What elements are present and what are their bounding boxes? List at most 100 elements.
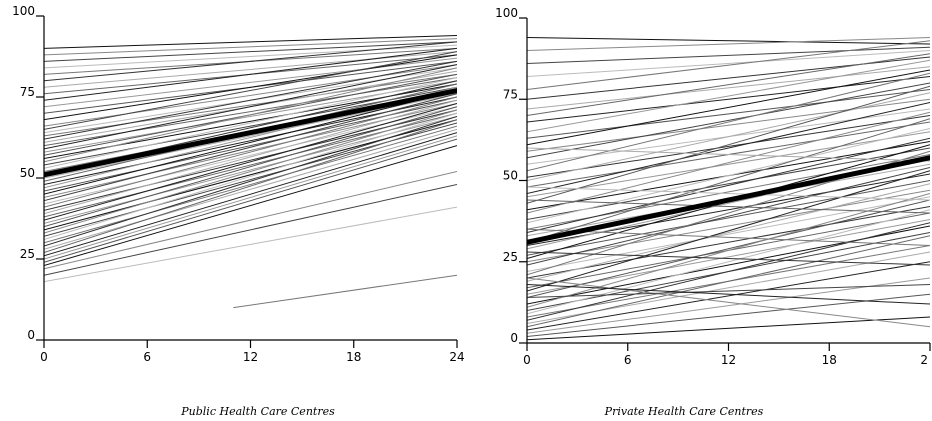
private-trajectory-line [527, 316, 930, 341]
private-trajectory-line [527, 186, 930, 201]
private-trajectory-line [527, 82, 930, 159]
private-trajectory-line [527, 235, 930, 328]
public-trajectory-line [44, 73, 457, 137]
private-chart-caption: Private Health Care Centres [604, 405, 764, 418]
private-trajectory-line [527, 59, 930, 133]
private-trajectory-line [527, 196, 930, 272]
public-trajectory-line [44, 41, 457, 62]
private-trajectory-line [527, 50, 930, 77]
private-trajectory-line [527, 222, 930, 321]
public-trajectory-line [44, 57, 457, 108]
private-trajectory-line [527, 183, 930, 282]
public-trajectory-line [44, 54, 457, 121]
public-trajectory-line [44, 171, 457, 270]
public-trajectory-line [44, 138, 457, 263]
public-x-tick-label: 6 [143, 350, 151, 364]
public-x-tick-label: 12 [243, 350, 258, 364]
public-trajectory-line [44, 38, 457, 56]
private-y-tick-label: 100 [495, 6, 518, 20]
public-trajectory-line [44, 132, 457, 257]
private-trajectory-line [527, 277, 930, 334]
public-trajectory-line [44, 47, 457, 101]
public-trajectory-line [44, 206, 457, 283]
public-trajectory-line [44, 60, 457, 140]
private-trajectory-line [527, 189, 930, 263]
public-trajectory-line [44, 41, 457, 82]
public-trajectory-line [44, 99, 457, 215]
public-trajectory-line [44, 44, 457, 69]
private-trajectory-line [527, 199, 930, 298]
private-trajectory-line [527, 89, 930, 139]
public-mean-trajectory-line [44, 88, 457, 178]
private-trajectory-line [527, 115, 930, 178]
public-y-tick-label: 100 [12, 4, 35, 18]
public-trajectory-line [44, 96, 457, 208]
public-x-tick-label: 0 [40, 350, 48, 364]
private-y-tick-label: 0 [510, 331, 518, 345]
private-trajectory-line [527, 131, 930, 198]
private-trajectory-line [527, 69, 930, 146]
private-trajectory-line [527, 167, 930, 266]
private-trajectory-line [527, 102, 930, 194]
private-trajectory-line [527, 170, 930, 292]
private-trajectory-line [527, 180, 930, 256]
public-trajectory-line [44, 64, 457, 127]
private-trajectory-line [527, 206, 930, 279]
private-mean-trajectory-line [527, 155, 930, 245]
private-y-tick-label: 50 [503, 169, 518, 183]
private-trajectory-line [527, 147, 930, 162]
public-trajectory-line [44, 77, 457, 147]
private-x-tick-label: 6 [624, 353, 632, 367]
private-trajectory-line [527, 251, 930, 266]
private-x-tick-label: 18 [822, 353, 837, 367]
private-trajectory-line [527, 40, 930, 90]
public-x-tick-label: 24 [449, 350, 464, 364]
private-y-tick-label: 25 [503, 250, 518, 264]
private-trajectory-line [527, 53, 930, 116]
public-trajectory-line [44, 34, 457, 49]
private-trajectory-line [527, 147, 930, 220]
public-y-tick-label: 50 [20, 166, 35, 180]
private-trajectory-line [527, 118, 930, 243]
public-trajectory-line [44, 90, 457, 195]
private-trajectory-line [527, 277, 930, 328]
public-trajectory-line [44, 145, 457, 266]
private-health-care-chart: 0 25 50 75 100 0 6 12 18 2 [495, 6, 931, 367]
private-x-tick-label: 12 [721, 353, 736, 367]
public-trajectory-line [233, 274, 457, 309]
private-trajectory-line [527, 284, 930, 305]
public-chart-caption: Public Health Care Centres [180, 405, 335, 418]
private-trajectory-line [527, 209, 930, 315]
private-trajectory-line [527, 37, 930, 51]
public-trajectory-line [44, 183, 457, 276]
public-trajectory-line [44, 115, 457, 247]
private-trajectory-line [527, 46, 930, 64]
private-trajectory-line [527, 85, 930, 204]
private-trajectory-line [527, 76, 930, 123]
private-trajectory-line [527, 228, 930, 246]
public-y-tick-label: 25 [20, 247, 35, 261]
public-trajectory-line [44, 135, 457, 260]
private-trajectory-line [527, 137, 930, 233]
public-trajectory-line [44, 119, 457, 253]
public-x-tick-label: 18 [346, 350, 361, 364]
public-trajectory-line [44, 106, 457, 228]
public-trajectory-line [44, 51, 457, 88]
private-trajectory-line [527, 72, 930, 172]
private-x-tick-label: 2 [920, 353, 928, 367]
public-trajectory-line [44, 125, 457, 244]
private-trajectory-line [527, 261, 930, 331]
private-trajectory-line [527, 66, 930, 110]
public-trajectory-line [44, 67, 457, 163]
private-trajectory-line [527, 284, 930, 298]
private-trajectory-line [527, 37, 930, 45]
public-trajectory-line [44, 93, 457, 202]
private-trajectory-line [527, 199, 930, 214]
public-trajectory-line [44, 109, 457, 234]
private-x-tick-label: 0 [523, 353, 531, 367]
public-trajectory-line [44, 51, 457, 130]
public-trajectory-line [44, 64, 457, 150]
private-trajectory-line [527, 128, 930, 224]
public-trajectory-line [44, 77, 457, 169]
